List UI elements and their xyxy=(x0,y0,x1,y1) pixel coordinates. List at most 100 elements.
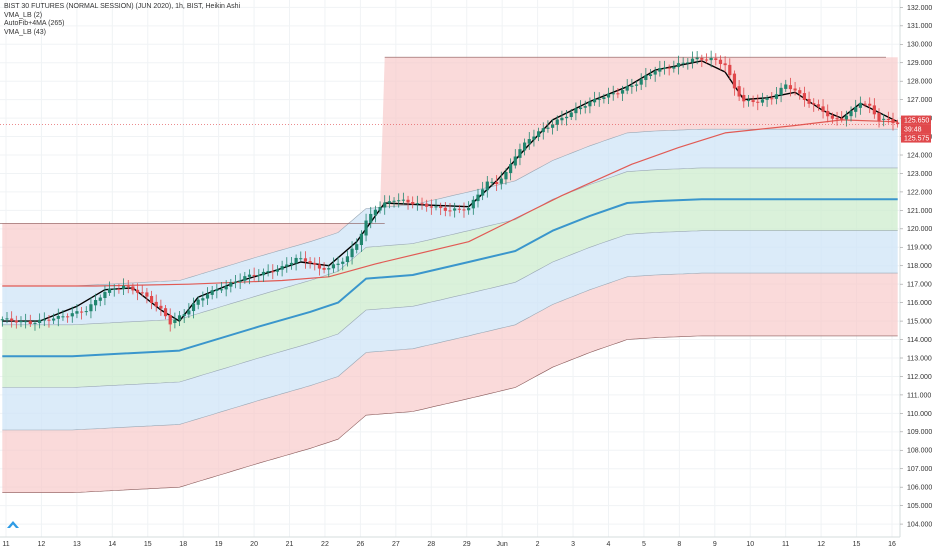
candle xyxy=(518,149,522,158)
candle xyxy=(341,261,345,264)
indicator-label-vma2[interactable]: VMA_LB (2) xyxy=(4,11,43,19)
candle xyxy=(550,124,555,128)
candle xyxy=(728,64,732,76)
candle xyxy=(19,320,23,323)
candle xyxy=(140,292,144,294)
candle xyxy=(849,111,853,117)
candle xyxy=(700,57,704,60)
y-tick-label: 118.000 xyxy=(907,263,932,270)
candle xyxy=(760,99,765,103)
y-tick-label: 104.000 xyxy=(907,521,932,528)
candle xyxy=(266,271,270,273)
candle xyxy=(513,156,517,166)
y-tick-label: 127.000 xyxy=(907,97,932,104)
candle xyxy=(33,322,37,324)
x-tick-label: 9 xyxy=(713,541,717,548)
candle xyxy=(471,199,475,209)
candle xyxy=(443,207,447,211)
candle xyxy=(406,199,410,203)
indicator-label-vma43[interactable]: VMA_LB (43) xyxy=(4,28,47,36)
candle xyxy=(168,315,172,325)
candle xyxy=(177,315,182,321)
y-tick-label: 112.000 xyxy=(907,374,932,381)
y-tick-label: 113.000 xyxy=(907,355,932,362)
candle xyxy=(602,97,606,99)
y-tick-label: 129.000 xyxy=(907,60,932,67)
candle xyxy=(578,107,583,110)
candle xyxy=(844,115,848,120)
x-tick-label: 29 xyxy=(463,541,471,548)
candle xyxy=(453,208,457,211)
price-label-2: 125.575 xyxy=(901,133,931,143)
candle xyxy=(462,209,466,211)
fib-band-edge xyxy=(2,272,898,431)
candle xyxy=(588,101,592,107)
candle xyxy=(5,318,9,320)
x-tick-label: 19 xyxy=(215,541,223,548)
candle xyxy=(672,66,676,69)
y-tick-label: 131.000 xyxy=(907,23,932,30)
y-tick-label: 132.000 xyxy=(907,5,932,12)
chart-title[interactable]: BIST 30 FUTURES (NORMAL SESSION) (JUN 20… xyxy=(4,3,241,10)
series-line-2 xyxy=(2,198,898,358)
candle xyxy=(117,288,121,290)
candle xyxy=(858,102,862,108)
candle xyxy=(107,288,112,293)
candle xyxy=(210,290,214,295)
candle xyxy=(238,280,242,282)
fib-lower-blue xyxy=(2,230,898,430)
candle xyxy=(159,305,163,309)
candle xyxy=(331,264,336,269)
candle xyxy=(378,206,382,211)
candle xyxy=(322,267,326,270)
x-tick-label: 13 xyxy=(73,541,81,548)
candle xyxy=(229,282,233,287)
candle xyxy=(756,101,760,103)
y-tick-label: 115.000 xyxy=(907,318,932,325)
candle xyxy=(243,276,247,281)
y-tick-label: 123.000 xyxy=(907,171,932,178)
candle xyxy=(247,274,252,277)
candle xyxy=(275,269,280,272)
candle xyxy=(182,314,186,317)
y-tick-label: 109.000 xyxy=(907,429,932,436)
candle xyxy=(252,274,256,276)
candle xyxy=(173,319,177,323)
x-tick-label: 18 xyxy=(179,541,187,548)
candle xyxy=(709,58,713,61)
candle xyxy=(261,271,266,276)
fib-lower-red xyxy=(2,273,898,493)
indicator-label-autofib[interactable]: AutoFib+4MA (265) xyxy=(4,20,65,28)
candle xyxy=(52,318,56,321)
candle xyxy=(732,73,737,89)
candle xyxy=(135,289,140,293)
candle xyxy=(704,59,709,61)
candle xyxy=(294,257,298,264)
candle xyxy=(317,264,322,269)
candle xyxy=(564,116,569,119)
y-tick-label: 120.000 xyxy=(907,226,932,233)
x-tick-label: 20 xyxy=(250,541,258,548)
candle xyxy=(121,285,126,289)
x-tick-label: 16 xyxy=(888,541,896,548)
price-label-bg xyxy=(901,133,931,143)
tradingview-logo-icon[interactable] xyxy=(6,519,20,529)
candle xyxy=(420,203,424,205)
candle xyxy=(163,308,168,317)
candle xyxy=(793,88,797,91)
candle xyxy=(667,67,671,69)
candle xyxy=(718,59,723,65)
fib-band-edge xyxy=(2,167,898,326)
candle xyxy=(830,115,834,119)
candle xyxy=(523,142,527,151)
y-tick-label: 114.000 xyxy=(907,337,932,344)
candles xyxy=(0,50,900,332)
candle xyxy=(359,233,363,246)
candle xyxy=(93,300,98,306)
candle xyxy=(401,199,405,201)
candle xyxy=(630,85,634,87)
candle xyxy=(835,118,839,120)
candle xyxy=(784,84,788,89)
